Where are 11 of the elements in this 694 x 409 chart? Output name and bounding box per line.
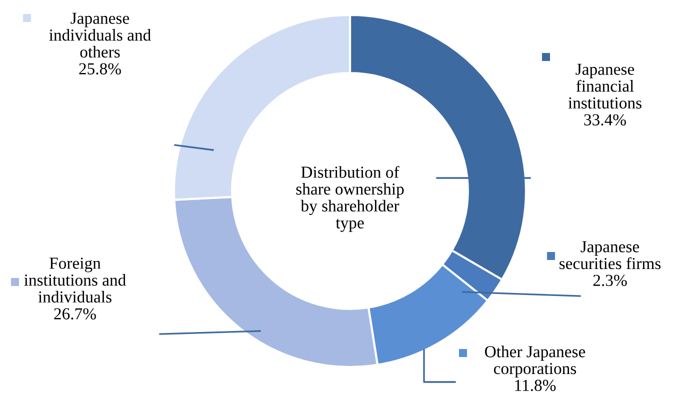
data-label: 33.4% <box>584 114 626 126</box>
data-label: 11.8% <box>515 380 556 392</box>
data-label: 25.8% <box>79 63 121 75</box>
legend-label: Japanese individuals and others <box>49 12 151 58</box>
legend-label: Japanese securities firms <box>560 241 661 270</box>
slice-label: Japanese financial institutions <box>568 64 642 109</box>
legend-label: Other Japanese corporations <box>485 346 586 378</box>
data-label: 26.7% <box>54 308 96 320</box>
text: Distribution of share ownership by shareholder type <box>296 166 404 232</box>
slice-label: Foreign institutions and individuals <box>24 258 126 303</box>
data-label: 2.3% <box>593 274 627 286</box>
